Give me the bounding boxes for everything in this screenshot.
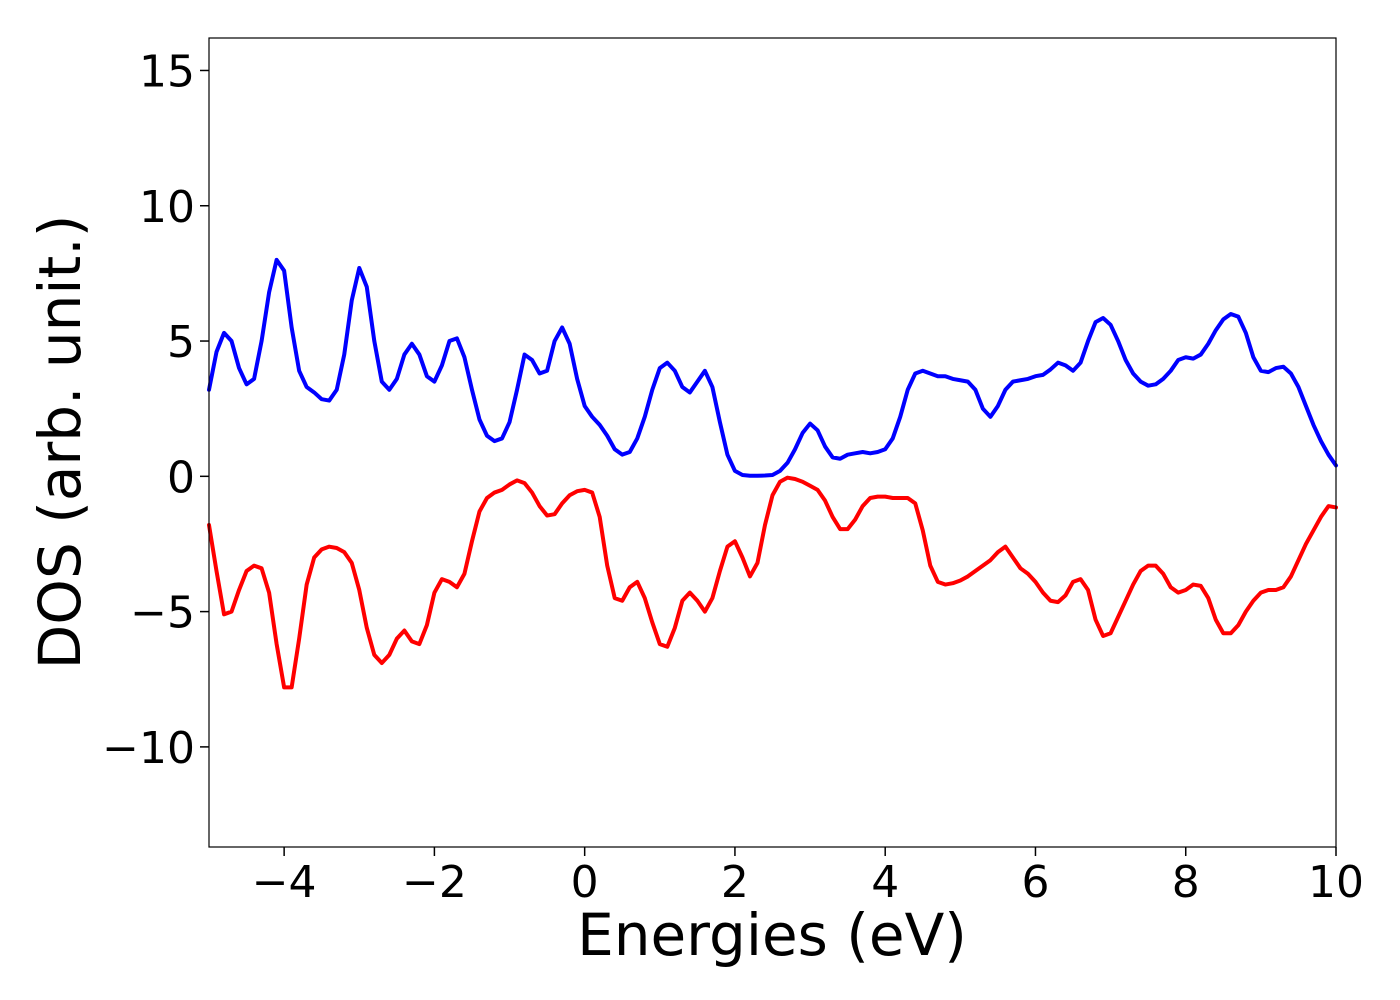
x-tick-label: 8 [1172,857,1200,908]
y-axis-label: DOS (arb. unit.) [26,215,94,670]
x-tick-label: 6 [1021,857,1049,908]
y-tick-label: 10 [139,182,195,233]
x-tick-label: 10 [1308,857,1364,908]
x-tick-label: 2 [721,857,749,908]
x-tick-label: 0 [571,857,599,908]
y-tick-label: 0 [167,452,195,503]
y-tick-label: −10 [102,723,195,774]
x-tick-label: 4 [871,857,899,908]
x-tick-label: −2 [402,857,467,908]
x-axis-label: Energies (eV) [577,901,967,969]
plot-frame [208,37,1337,848]
y-tick-label: −5 [130,588,195,639]
x-tick-label: −4 [252,857,317,908]
dos-line [207,475,1338,690]
y-tick-label: 5 [167,317,195,368]
dos-line [207,257,1338,478]
y-tick-label: 15 [139,46,195,97]
